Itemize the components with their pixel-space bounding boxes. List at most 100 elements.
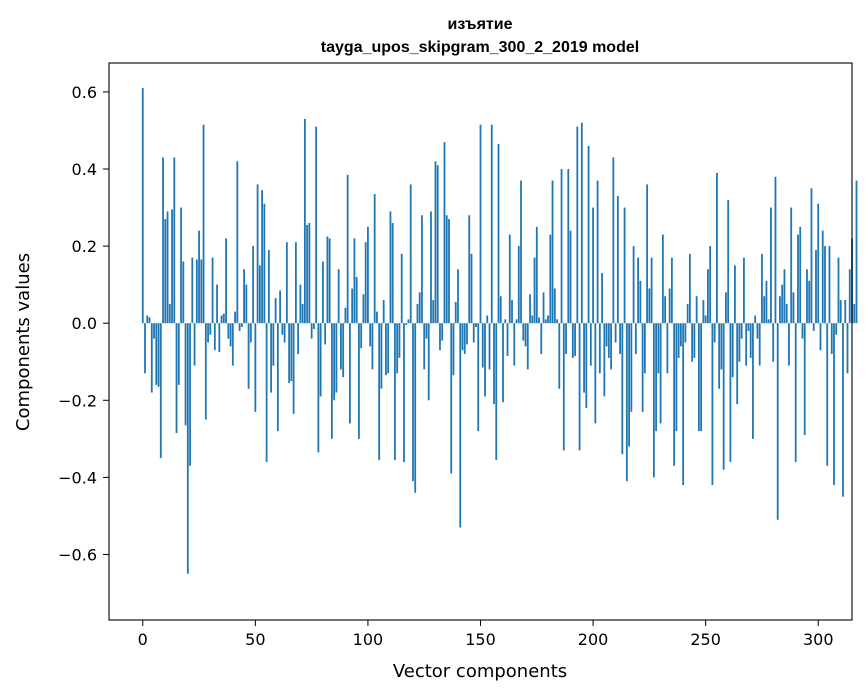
bar [655, 323, 658, 432]
bar [430, 211, 432, 324]
bar [340, 323, 342, 370]
bar [520, 180, 522, 324]
bar [425, 323, 428, 339]
bar [331, 323, 333, 439]
bar [470, 253, 473, 324]
bar [490, 124, 493, 324]
bar [734, 265, 736, 324]
bar [619, 323, 621, 355]
y-axis-label: Components values [13, 253, 34, 431]
bar [236, 161, 239, 324]
bar [292, 323, 295, 414]
bar [362, 294, 365, 324]
bar [729, 323, 732, 462]
bar [396, 323, 399, 374]
bar [806, 269, 808, 324]
bar [853, 303, 856, 324]
bar [378, 323, 381, 461]
bar [815, 249, 817, 324]
bar [416, 303, 419, 324]
bar [605, 323, 608, 347]
bar [180, 207, 182, 324]
bar [544, 319, 547, 324]
y-tick-label: 0.2 [72, 237, 97, 256]
bar [486, 315, 489, 324]
bar [833, 323, 835, 486]
bar [272, 323, 275, 366]
bar [355, 276, 358, 324]
y-tick-label: −0.4 [58, 468, 97, 487]
bar [191, 257, 194, 324]
bar [394, 323, 396, 461]
y-tick-label: 0.4 [72, 160, 97, 179]
bar [211, 257, 214, 324]
x-axis-ticks: 0 50 100 150 200 250 300 [138, 620, 834, 649]
bar [580, 122, 583, 324]
bar [637, 257, 640, 324]
bar [247, 323, 250, 389]
bar [826, 323, 829, 466]
bar [698, 323, 700, 432]
bar [526, 323, 529, 370]
bar [549, 234, 552, 324]
bar [718, 323, 721, 389]
bar [319, 323, 322, 397]
bar [213, 323, 216, 351]
bar [391, 222, 394, 324]
bar [373, 194, 376, 324]
bar [830, 323, 833, 355]
bar [587, 145, 590, 324]
bar [774, 176, 777, 324]
bar [218, 323, 221, 353]
bar [670, 257, 673, 324]
x-tick-label: 250 [690, 630, 721, 649]
bar [385, 323, 387, 376]
bar [414, 323, 417, 493]
bar [301, 303, 304, 324]
bar [427, 323, 430, 401]
bar [634, 323, 637, 355]
bar [207, 323, 209, 343]
bar [333, 323, 336, 401]
bar [463, 323, 466, 355]
x-tick-label: 50 [245, 630, 265, 649]
bar [569, 230, 572, 324]
bar [612, 157, 615, 324]
bar [220, 315, 223, 324]
bar [164, 219, 167, 324]
bar [722, 323, 725, 470]
bar [812, 323, 815, 331]
bar [225, 238, 227, 324]
bar [677, 323, 680, 358]
bar [817, 203, 820, 324]
bar [285, 242, 288, 324]
bar [779, 296, 781, 324]
bar [560, 169, 563, 324]
bar [743, 257, 745, 324]
bar [168, 303, 171, 324]
bar [409, 184, 412, 324]
bar [380, 323, 383, 389]
bar [855, 180, 858, 324]
bar [376, 311, 378, 324]
bar [767, 319, 770, 324]
bar [589, 323, 592, 366]
bar [234, 311, 236, 324]
bar [450, 323, 453, 474]
bar [639, 280, 642, 324]
bar [454, 301, 457, 324]
bar [668, 288, 671, 324]
bar [788, 323, 790, 366]
bar [477, 323, 480, 432]
x-axis-label: Vector components [393, 661, 567, 682]
bar [614, 323, 617, 343]
bar [177, 323, 180, 385]
bar [785, 303, 788, 324]
bar [481, 323, 484, 368]
bar [648, 288, 651, 324]
bar [513, 323, 516, 366]
bar [574, 323, 576, 356]
bar [567, 169, 570, 324]
bar [412, 323, 414, 482]
bar [344, 307, 347, 324]
